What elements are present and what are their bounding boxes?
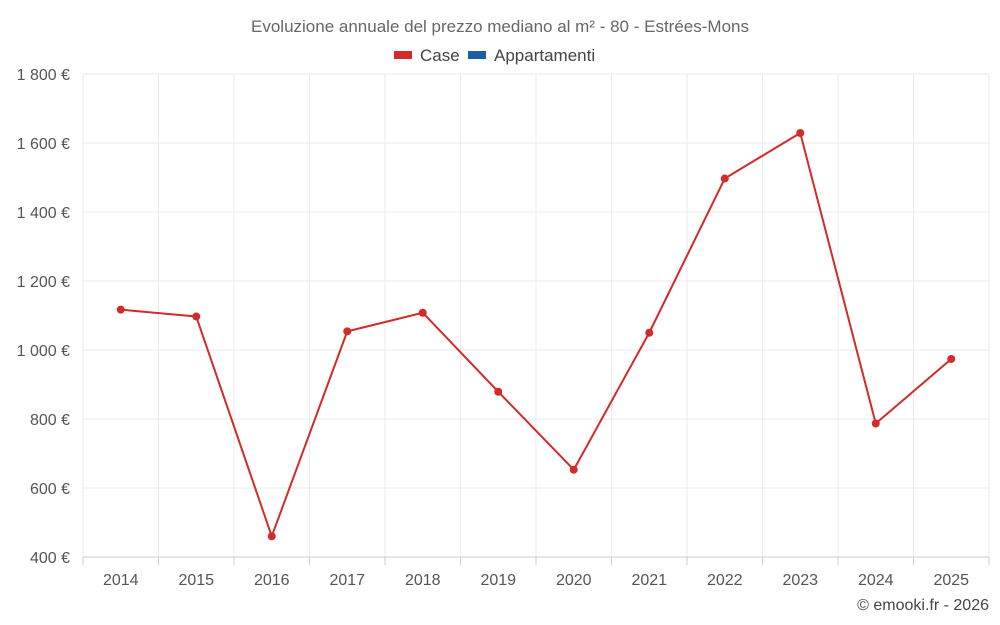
series-line-case bbox=[120, 131, 952, 538]
data-point-2024[interactable] bbox=[871, 419, 880, 428]
data-point-2022[interactable] bbox=[720, 174, 729, 183]
x-tick-label: 2021 bbox=[631, 572, 667, 589]
x-tick-label: 2015 bbox=[178, 572, 214, 589]
x-tick-label: 2019 bbox=[480, 572, 516, 589]
x-tick-label: 2023 bbox=[782, 572, 818, 589]
data-point-2014[interactable] bbox=[116, 305, 125, 314]
x-tick-label: 2024 bbox=[858, 572, 894, 589]
y-tick-label: 1 800 € bbox=[17, 67, 70, 84]
data-point-2025[interactable] bbox=[947, 354, 956, 363]
data-point-2016[interactable] bbox=[267, 532, 276, 541]
legend-swatch-appartamenti bbox=[468, 51, 486, 59]
legend: Case Appartamenti bbox=[394, 46, 595, 65]
data-point-2017[interactable] bbox=[343, 327, 352, 336]
data-point-2020[interactable] bbox=[569, 465, 578, 474]
y-tick-label: 1 400 € bbox=[17, 205, 70, 222]
x-tick-label: 2016 bbox=[254, 572, 290, 589]
credit-text: © emooki.fr - 2026 bbox=[857, 597, 989, 614]
x-tick-label: 2014 bbox=[103, 572, 139, 589]
x-tick-label: 2020 bbox=[556, 572, 592, 589]
data-point-2018[interactable] bbox=[418, 308, 427, 317]
y-tick-label: 600 € bbox=[30, 481, 70, 498]
y-tick-label: 1 600 € bbox=[17, 136, 70, 153]
y-tick-label: 400 € bbox=[30, 550, 70, 567]
legend-label-case[interactable]: Case bbox=[420, 46, 460, 65]
data-point-2015[interactable] bbox=[192, 312, 201, 321]
y-tick-label: 1 000 € bbox=[17, 343, 70, 360]
legend-label-appartamenti[interactable]: Appartamenti bbox=[494, 46, 595, 65]
grid bbox=[82, 73, 990, 558]
x-tick-label: 2017 bbox=[329, 572, 365, 589]
data-point-2019[interactable] bbox=[494, 387, 503, 396]
legend-swatch-case bbox=[394, 51, 412, 59]
data-point-2021[interactable] bbox=[645, 328, 654, 337]
y-tick-label: 800 € bbox=[30, 412, 70, 429]
y-tick-label: 1 200 € bbox=[17, 274, 70, 291]
x-axis: 2014 2015 2016 2017 2018 2019 2020 2021 2022 2023… bbox=[82, 556, 990, 589]
x-tick-label: 2022 bbox=[707, 572, 743, 589]
x-tick-label: 2018 bbox=[405, 572, 441, 589]
x-tick-label: 2025 bbox=[933, 572, 969, 589]
series-case bbox=[116, 128, 956, 541]
y-axis: 400 € 600 € 800 € 1 000 € 1 200 € 1 400 € 1 60… bbox=[17, 67, 70, 567]
data-point-2023[interactable] bbox=[796, 128, 805, 137]
chart-title: Evoluzione annuale del prezzo mediano al… bbox=[251, 17, 749, 36]
